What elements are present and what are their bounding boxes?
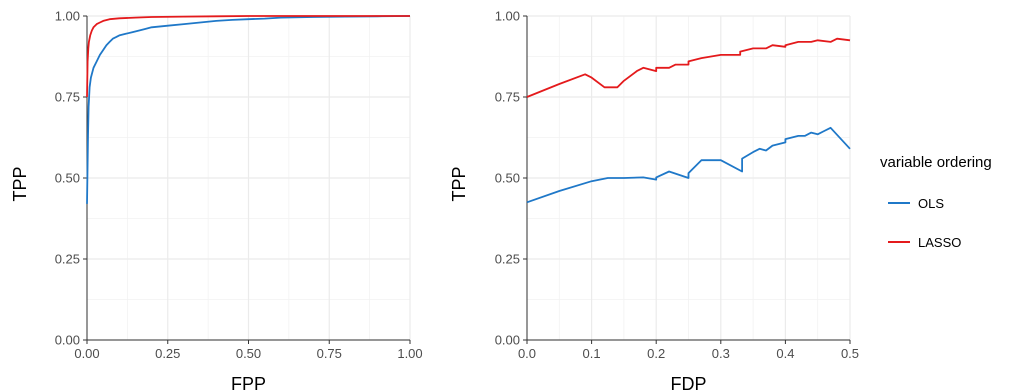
right-x-tick-label: 0.3 (712, 346, 730, 361)
right-y-axis-title: TPP (449, 166, 469, 201)
left-x-axis-title: FPP (231, 374, 266, 392)
left-x-tick-label: 0.25 (155, 346, 180, 361)
right-x-tick-label: 0.1 (583, 346, 601, 361)
legend-title: variable ordering (880, 154, 992, 171)
right-y-tick-label: 0.25 (495, 252, 520, 267)
left-x-tick-label: 0.50 (236, 346, 261, 361)
right-y-tick-label: 0.00 (495, 333, 520, 348)
right-x-tick-label: 0.5 (841, 346, 859, 361)
right-y-tick-label: 1.00 (495, 9, 520, 24)
right-series-line-ols (526, 126, 851, 204)
legend-label-lasso: LASSO (918, 235, 961, 250)
right-x-tick-label: 0.2 (647, 346, 665, 361)
right-x-tick-label: 0.0 (518, 346, 536, 361)
left-y-tick-label: 1.00 (55, 9, 80, 24)
left-y-axis-title: TPP (10, 166, 30, 201)
roc-panel: 0.00 0.25 0.50 0.75 1.00 0.00 0.25 0.50 0.75 1.00… (10, 9, 423, 392)
left-y-tick-label: 0.50 (55, 171, 80, 186)
left-x-tick-label: 0.75 (317, 346, 342, 361)
left-y-tick-label: 0.00 (55, 333, 80, 348)
legend: variable ordering OLS LASSO (880, 154, 992, 250)
tpp-fdp-panel: 0.00 0.25 0.50 0.75 1.00 0.0 0.1 0.2 0.3 0.4 0.5 FD… (449, 9, 859, 392)
right-y-tick-label: 0.50 (495, 171, 520, 186)
right-y-tick-label: 0.75 (495, 90, 520, 105)
legend-label-ols: OLS (918, 196, 944, 211)
right-series-line-lasso (526, 37, 851, 98)
left-x-tick-label: 0.00 (74, 346, 99, 361)
left-y-tick-label: 0.75 (55, 90, 80, 105)
left-series-line-ols (86, 15, 411, 204)
left-series-line-lasso (86, 15, 410, 98)
right-x-tick-label: 0.4 (776, 346, 794, 361)
left-y-tick-label: 0.25 (55, 252, 80, 267)
right-x-axis-title: FDP (671, 374, 707, 392)
left-x-tick-label: 1.00 (397, 346, 422, 361)
